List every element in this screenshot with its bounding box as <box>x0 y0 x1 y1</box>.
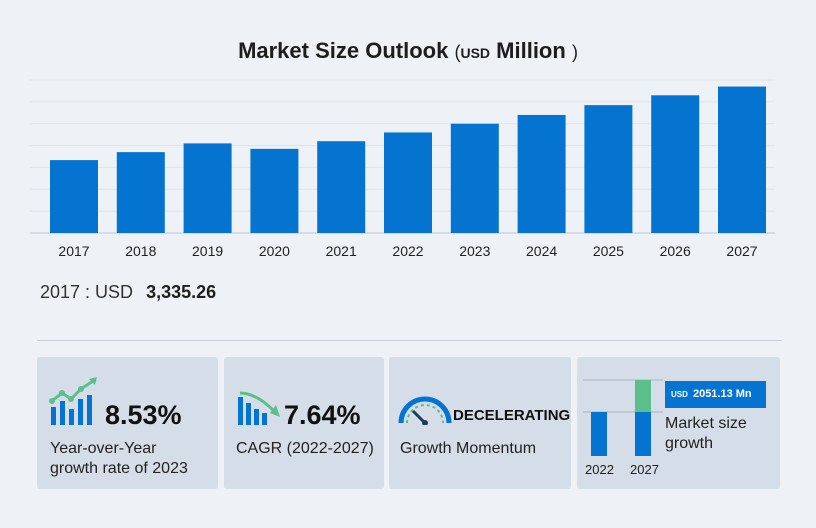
title-unit: Million <box>496 38 566 63</box>
market-label-line1: Market size <box>665 415 747 432</box>
yoy-label-line1: Year-over-Year <box>50 440 157 457</box>
mini-year-end: 2027 <box>630 462 659 477</box>
badge-value: 2051.13 Mn <box>692 388 752 400</box>
momentum-label: Growth Momentum <box>400 440 537 457</box>
yoy-card: 8.53% Year-over-Year growth rate of 2023 <box>37 357 218 489</box>
bar-2026 <box>651 95 700 233</box>
x-tick-label: 2024 <box>526 243 557 259</box>
x-tick-label: 2017 <box>58 243 89 259</box>
market-growth-card: 2022 2027 Market size growth <box>577 357 780 489</box>
x-tick-label: 2027 <box>726 243 757 259</box>
chart-title: Market Size Outlook (USD Million ) <box>0 38 816 64</box>
bar-2017 <box>50 160 98 233</box>
yoy-value: 8.53% <box>105 400 182 430</box>
bar-2025 <box>584 105 633 233</box>
x-tick-label: 2021 <box>326 243 357 259</box>
speedometer-icon <box>398 396 452 425</box>
title-main: Market Size Outlook <box>238 38 449 63</box>
title-unit-small: USD <box>460 45 491 61</box>
bar-2024 <box>517 114 566 233</box>
title-close-paren: ) <box>571 42 578 62</box>
mini-bar-growth <box>635 380 651 412</box>
cagr-card: 7.64% CAGR (2022-2027) <box>224 357 384 489</box>
mini-bar-2022 <box>591 412 607 456</box>
base-year-label: 2017 : USD <box>40 282 134 302</box>
x-tick-label: 2019 <box>192 243 223 259</box>
x-tick-label: 2023 <box>459 243 490 259</box>
bar-2021 <box>317 141 366 233</box>
bar-2020 <box>250 148 299 233</box>
badge-unit: USD <box>671 390 688 399</box>
bar-2019 <box>183 143 232 233</box>
x-tick-label: 2025 <box>593 243 624 259</box>
momentum-card: DECELERATING Growth Momentum <box>389 357 571 489</box>
market-label-line2: growth <box>665 435 714 452</box>
bar-2022 <box>384 132 432 233</box>
x-tick-label: 2018 <box>125 243 156 259</box>
growth-badge: USD 2051.13 Mn <box>665 381 766 408</box>
x-tick-label: 2020 <box>259 243 290 259</box>
x-tick-label: 2022 <box>392 243 423 259</box>
cagr-label: CAGR (2022-2027) <box>236 440 374 457</box>
cagr-chart-icon <box>238 391 280 425</box>
momentum-value: DECELERATING <box>453 407 571 424</box>
cagr-value: 7.64% <box>284 400 361 430</box>
mini-bar-2027 <box>635 412 651 456</box>
mini-bar-chart <box>583 379 663 456</box>
bar-2018 <box>116 152 165 233</box>
base-year-amount: 3,335.26 <box>146 282 217 302</box>
bar-chart: 2017 2018 2019 2020 2021 2022 2023 2024 2025 2026… <box>30 79 775 259</box>
growth-chart-icon <box>49 377 97 425</box>
divider <box>37 340 782 341</box>
mini-year-start: 2022 <box>585 462 614 477</box>
bar-2023 <box>450 123 499 233</box>
bar-2027 <box>718 86 766 233</box>
title-open-paren: ( <box>454 42 461 62</box>
base-year-value: 2017 : USD 3,335.26 <box>40 282 216 303</box>
yoy-label-line2: growth rate of 2023 <box>50 460 188 477</box>
x-tick-label: 2026 <box>660 243 691 259</box>
